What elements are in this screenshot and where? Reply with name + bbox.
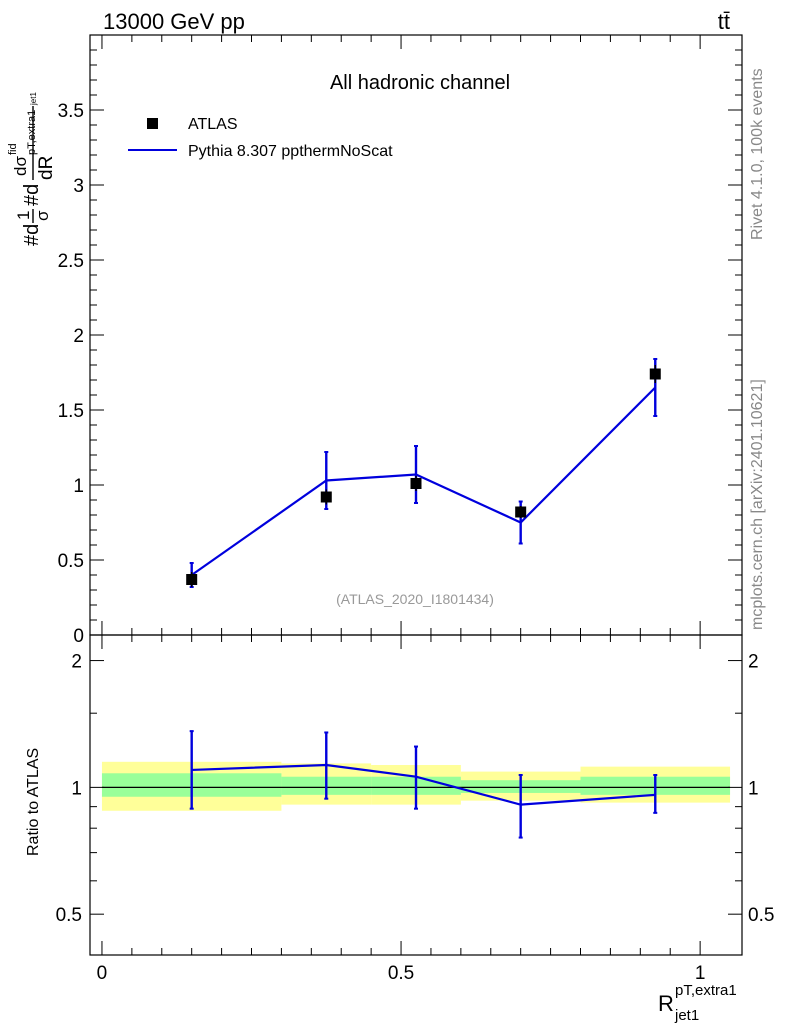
x-axis-label: R pT,extra1 jet1 <box>658 982 737 1024</box>
ylabel-ptextra: pT,extra1 <box>26 110 38 155</box>
ylabel-jet1: jet1 <box>29 92 38 106</box>
upper-ytick-label-6: 3 <box>73 176 84 197</box>
header-process-label: tt̄ <box>718 9 730 34</box>
atlas-data-point-2 <box>410 478 422 489</box>
upper-ytick-label-7: 3.5 <box>58 101 84 122</box>
lower-y-axis-label: Ratio to ATLAS <box>25 748 42 856</box>
legend: ATLAS Pythia 8.307 ppthermNoScat <box>128 116 393 160</box>
lower-ytick-label-0: 0.5 <box>56 905 82 926</box>
upper-chart-title: All hadronic channel <box>330 72 510 94</box>
header-energy-label: 13000 GeV pp <box>103 9 245 34</box>
xlabel-R: R <box>658 991 674 1016</box>
pythia-line <box>191 386 657 576</box>
ylabel-hash-d-2: #d <box>21 184 43 206</box>
ylabel-hash-d: #d <box>21 224 43 246</box>
lower-ytick-label-2: 2 <box>71 652 82 673</box>
lower-ytick-label-1: 1 <box>71 778 82 799</box>
upper-y-axis-label: #d 1 σ #d dσ fid pT,extra1 jet1 dR <box>7 92 57 246</box>
ylabel-sigma: σ <box>33 210 52 221</box>
ylabel-fid: fid <box>7 143 19 155</box>
lower-ytick-label-right-1: 1 <box>748 778 759 799</box>
upper-panel-axes: 0 0.5 1 1.5 2 2.5 3 3.5 <box>58 34 743 647</box>
upper-ytick-label-0: 0 <box>73 626 84 647</box>
analysis-watermark: (ATLAS_2020_I1801434) <box>336 591 494 607</box>
xtick-label-0: 0 <box>97 963 108 984</box>
legend-atlas-label: ATLAS <box>188 116 238 133</box>
atlas-data-point-4 <box>649 368 661 380</box>
xtick-label-2: 1 <box>695 963 706 984</box>
ylabel-dR: dR <box>36 156 57 180</box>
upper-ytick-label-1: 0.5 <box>58 551 84 572</box>
upper-ytick-label-3: 1.5 <box>58 401 84 422</box>
lower-ytick-label-right-2: 2 <box>748 652 759 673</box>
xlabel-sub: jet1 <box>674 1007 699 1024</box>
lower-frame <box>89 634 743 956</box>
lower-panel-axes: 0.5 0.5 1 1 2 2 0 0.5 1 <box>56 634 774 984</box>
mcplots-label: mcplots.cern.ch [arXiv:2401.10621] <box>749 379 766 630</box>
rivet-version-label: Rivet 4.1.0, 100k events <box>749 68 766 240</box>
ylabel-one: 1 <box>14 211 33 220</box>
atlas-data-point-3 <box>515 506 527 518</box>
ylabel-dsigma: dσ <box>11 156 30 176</box>
xlabel-sup: pT,extra1 <box>675 982 737 999</box>
upper-ytick-label-4: 2 <box>73 326 84 347</box>
atlas-data-point-0 <box>186 574 198 585</box>
upper-ytick-label-5: 2.5 <box>58 251 84 272</box>
atlas-data-point-1 <box>320 491 332 503</box>
lower-panel-series <box>189 730 658 839</box>
legend-atlas-marker <box>147 118 158 129</box>
legend-pythia-label: Pythia 8.307 ppthermNoScat <box>188 143 393 160</box>
xtick-label-1: 0.5 <box>388 963 414 984</box>
upper-ytick-label-2: 1 <box>73 476 84 497</box>
lower-ytick-label-right-0: 0.5 <box>748 905 774 926</box>
upper-panel-series <box>186 358 661 588</box>
